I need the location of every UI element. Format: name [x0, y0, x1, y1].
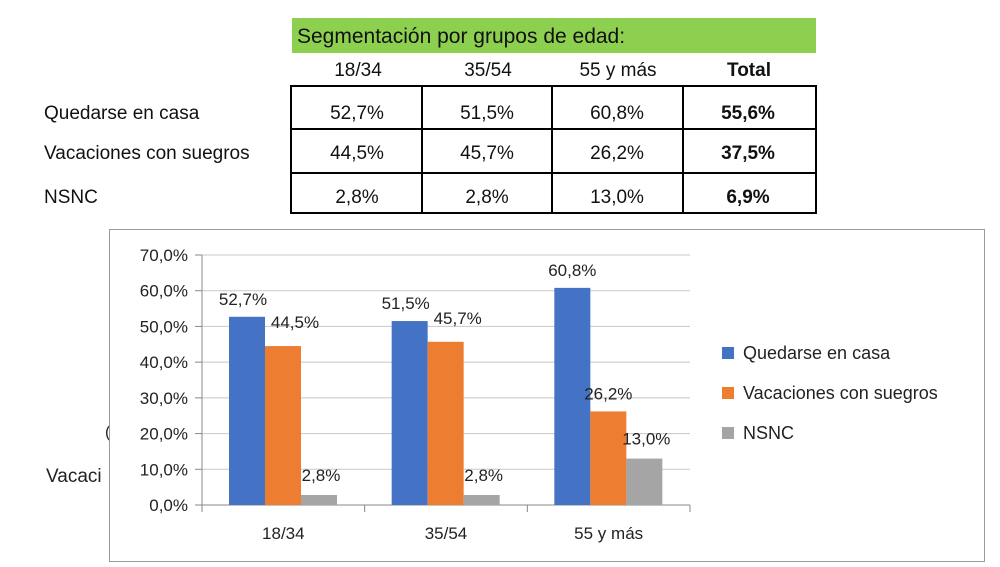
y-tick-label: 20,0% [140, 425, 188, 444]
data-label: 60,8% [548, 261, 596, 280]
row-label-quedarse-en-casa: Quedarse en casa [44, 103, 200, 124]
bar-nsnc [463, 495, 500, 505]
table-cell: 44,5% [330, 143, 384, 164]
data-label: 2,8% [464, 466, 503, 485]
y-tick-label: 10,0% [140, 460, 188, 479]
table-cell: 45,7% [460, 143, 514, 164]
table-cell: 51,5% [460, 103, 514, 124]
table-divider [682, 85, 684, 214]
legend-swatch [722, 387, 734, 399]
table-divider [421, 85, 423, 214]
column-header-35-54: 35/54 [464, 60, 512, 81]
y-tick-label: 40,0% [140, 353, 188, 372]
x-tick-label: 55 y más [574, 524, 643, 543]
results-table [290, 85, 817, 214]
bar-chart-svg: 0,0% 10,0% 20,0% 30,0% 40,0% 50,0% 60,0% 70,0% 5… [140, 246, 938, 543]
bar-quedarse-en-casa [229, 316, 265, 505]
y-tick-label: 60,0% [140, 282, 188, 301]
background-text-fragment: Vacaci [46, 466, 102, 487]
background-paren-fragment: ( [105, 424, 111, 441]
y-tick-label: 0,0% [149, 496, 188, 515]
table-cell-total: 37,5% [721, 143, 775, 164]
table-cell: 26,2% [590, 143, 644, 164]
bar-vacaciones-con-suegros [427, 341, 464, 505]
column-header-55-y-mas: 55 y más [579, 60, 657, 81]
data-label: 26,2% [584, 384, 632, 403]
row-label-vacaciones-con-suegros: Vacaciones con suegros [44, 143, 250, 164]
bar-vacaciones-con-suegros [265, 346, 301, 505]
bar-chart: 0,0% 10,0% 20,0% 30,0% 40,0% 50,0% 60,0% 70,0% 5… [109, 229, 985, 562]
column-header-18-34: 18/34 [334, 60, 382, 81]
legend-label: Vacaciones con suegros [743, 383, 938, 403]
data-label: 13,0% [622, 430, 670, 449]
table-cell-total: 6,9% [726, 187, 770, 208]
data-label: 52,7% [219, 290, 267, 309]
legend-swatch [722, 347, 734, 359]
legend-label: NSNC [743, 423, 794, 443]
table-cell: 13,0% [590, 187, 644, 208]
bar-nsnc [626, 458, 663, 505]
table-divider [290, 128, 817, 130]
table-divider [551, 85, 553, 214]
data-label: 2,8% [302, 466, 341, 485]
segmentation-header: Segmentación por grupos de edad: [292, 18, 816, 53]
column-header-total: Total [727, 60, 771, 81]
row-label-nsnc: NSNC [44, 187, 98, 208]
y-tick-label: 30,0% [140, 389, 188, 408]
y-tick-label: 70,0% [140, 246, 188, 265]
legend-swatch [722, 427, 734, 439]
table-cell: 52,7% [330, 103, 384, 124]
legend-label: Quedarse en casa [743, 343, 891, 363]
table-cell-total: 55,6% [721, 103, 775, 124]
table-divider [290, 172, 817, 174]
bar-quedarse-en-casa [554, 287, 591, 505]
table-cell: 60,8% [590, 103, 644, 124]
bar-nsnc [301, 495, 337, 505]
data-label: 45,7% [434, 309, 482, 328]
bar-quedarse-en-casa [391, 321, 428, 505]
table-cell: 2,8% [335, 187, 379, 208]
x-tick-label: 35/54 [425, 524, 468, 543]
x-tick-label: 18/34 [262, 524, 305, 543]
bar-vacaciones-con-suegros [590, 411, 627, 505]
data-label: 51,5% [382, 294, 430, 313]
table-cell: 2,8% [465, 187, 509, 208]
y-tick-label: 50,0% [140, 317, 188, 336]
data-label: 44,5% [271, 313, 319, 332]
